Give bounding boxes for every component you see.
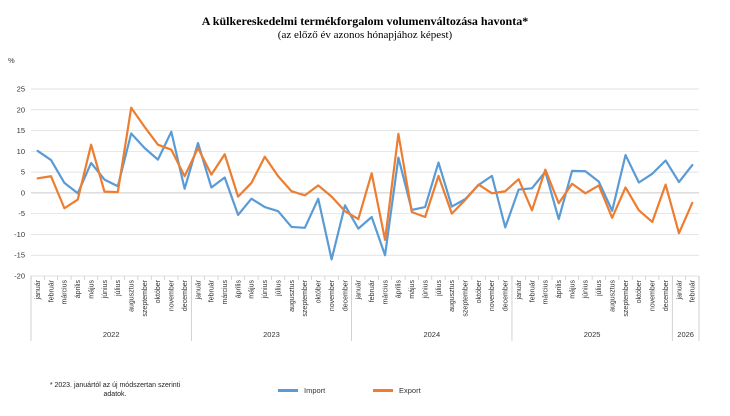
series-lines [36, 106, 694, 261]
year-label: 2023 [263, 330, 280, 339]
x-tick-label: november [489, 279, 496, 311]
chart-title: A külkereskedelmi termékforgalom volumen… [201, 14, 529, 28]
x-tick-label: július [596, 280, 603, 297]
y-tick-label: -20 [14, 272, 25, 281]
legend-item-export: Export [373, 386, 421, 395]
x-tick-label: augusztus [609, 280, 616, 312]
x-tick-label: február [209, 279, 216, 302]
x-tick-label: december [663, 279, 670, 311]
x-tick-label: május [569, 280, 576, 299]
x-tick-label: február [529, 279, 536, 302]
x-tick-label: november [650, 279, 657, 311]
x-tick-label: szeptember [623, 279, 630, 316]
year-label: 2025 [584, 330, 601, 339]
x-tick-label: október [636, 279, 643, 303]
x-tick-label: január [676, 279, 683, 300]
x-tick-label: április [396, 280, 403, 299]
x-tick-label: július [275, 280, 282, 297]
import-series-line [36, 130, 694, 261]
x-tick-label: január [516, 279, 523, 300]
x-tick-label: június [102, 280, 109, 300]
chart-subtitle: (az előző év azonos hónapjához képest) [277, 29, 453, 41]
y-tick-label: -5 [18, 209, 25, 218]
x-tick-label: március [543, 280, 550, 305]
y-tick-label: -10 [14, 230, 25, 239]
x-tick-label: január [356, 279, 363, 300]
x-tick-label: július [115, 280, 122, 297]
x-tick-label: szeptember [142, 279, 149, 316]
x-tick-label: január [195, 279, 202, 300]
x-tick-label: december [503, 279, 510, 311]
y-tick-label: 25 [17, 85, 25, 94]
x-tick-label: május [88, 280, 95, 299]
y-axis-unit-label: % [8, 56, 15, 65]
x-tick-label: október [316, 279, 323, 303]
y-tick-label: 10 [17, 147, 25, 156]
x-tick-label: március [62, 280, 69, 305]
year-label: 2026 [677, 330, 694, 339]
x-tick-label: december [342, 279, 349, 311]
y-tick-label: 15 [17, 126, 25, 135]
export-series-line [36, 106, 694, 241]
x-tick-label: március [222, 280, 229, 305]
y-tick-label: -15 [14, 251, 25, 260]
x-tick-label: február [369, 279, 376, 302]
legend-label-export: Export [399, 386, 421, 395]
x-tick-label: november [169, 279, 176, 311]
x-tick-label: október [476, 279, 483, 303]
x-tick-label: október [155, 279, 162, 303]
x-tick-label: február [690, 279, 697, 302]
legend-label-import: Import [304, 386, 326, 395]
import-legend-swatch [278, 389, 298, 392]
legend-item-import: Import [278, 386, 325, 395]
year-label: 2022 [103, 330, 120, 339]
x-tick-label: június [262, 280, 269, 300]
x-tick-label: július [436, 280, 443, 297]
y-tick-labels: -20 -15 -10 -5 0 5 10 15 20 25 [14, 85, 25, 281]
x-tick-label: november [329, 279, 336, 311]
x-tick-label: április [75, 280, 82, 299]
year-label: 2024 [423, 330, 440, 339]
x-tick-label: augusztus [129, 280, 136, 312]
x-tick-label: szeptember [302, 279, 309, 316]
x-axis: január február március április május június jú… [30, 192, 700, 341]
x-tick-label: augusztus [289, 280, 296, 312]
y-tick-label: 5 [21, 168, 25, 177]
x-tick-label: január [35, 279, 42, 300]
x-tick-label: március [382, 280, 389, 305]
x-tick-label: április [556, 280, 563, 299]
x-tick-label: december [182, 279, 189, 311]
gridlines [31, 88, 699, 277]
x-tick-label: május [249, 280, 256, 299]
y-tick-label: 0 [21, 188, 25, 197]
x-tick-label: szeptember [463, 279, 470, 316]
x-tick-label: május [409, 280, 416, 299]
x-tick-label: február [48, 279, 55, 302]
y-tick-label: 20 [17, 105, 25, 114]
x-tick-label: április [235, 280, 242, 299]
export-legend-swatch [373, 389, 393, 392]
x-tick-label: június [422, 280, 429, 300]
x-tick-label: június [583, 280, 590, 300]
footnote: * 2023. januártól az új módszertan szeri… [49, 382, 181, 398]
x-tick-label: augusztus [449, 280, 456, 312]
